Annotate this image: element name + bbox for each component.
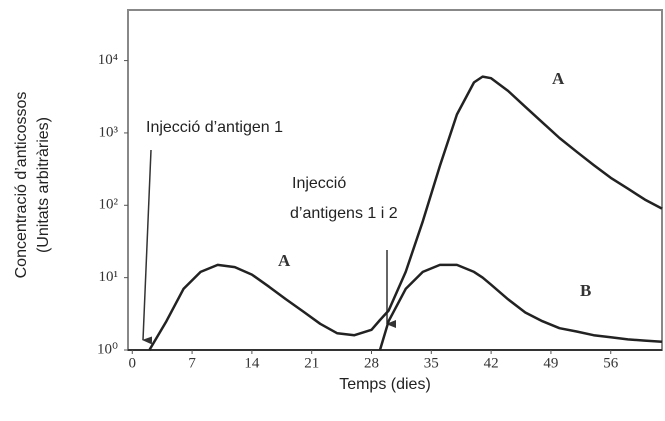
annotation: Injecció	[292, 175, 346, 192]
y-tick-label: 10⁴	[98, 52, 118, 68]
x-tick-label: 0	[129, 355, 137, 371]
y-axis-label: (Unitats arbitràries)	[35, 117, 52, 253]
x-tick-label: 14	[244, 355, 260, 371]
x-tick-label: 42	[484, 355, 499, 371]
y-tick-label: 10²	[99, 197, 119, 213]
x-tick-label: 49	[543, 355, 558, 371]
annotation: d’antigens 1 i 2	[290, 205, 398, 222]
series-label: A	[278, 251, 291, 270]
line-series	[148, 75, 663, 351]
line-series	[378, 263, 663, 351]
x-tick-label: 21	[304, 355, 319, 371]
x-tick-label: 28	[364, 355, 379, 371]
series-label: A	[552, 69, 565, 88]
y-axis-label: Concentració d’anticossos	[13, 92, 30, 279]
x-tick-label: 35	[424, 355, 439, 371]
y-tick-label: 10⁰	[97, 341, 118, 357]
arrow	[142, 149, 153, 345]
y-tick-label: 10¹	[99, 269, 119, 285]
x-tick-label: 56	[603, 355, 619, 371]
x-tick-label: 7	[188, 355, 196, 371]
y-tick-label: 10³	[99, 124, 119, 140]
series-label: B	[580, 281, 591, 300]
x-axis-label: Temps (dies)	[339, 376, 431, 393]
annotation: Injecció d’antigen 1	[146, 119, 283, 136]
